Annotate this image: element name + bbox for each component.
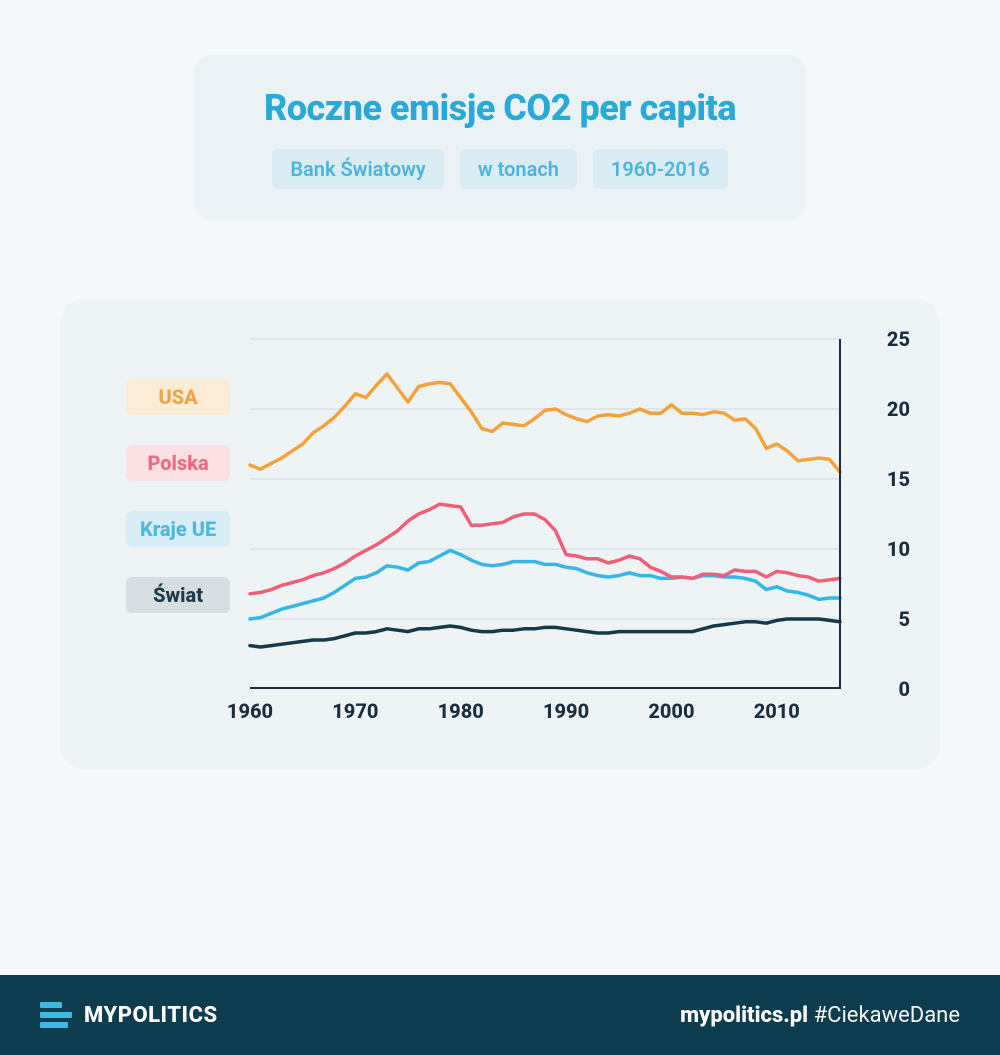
- legend: USA Polska Kraje UE Świat: [126, 379, 230, 613]
- series-line-kraje-ue: [250, 550, 840, 619]
- footer-credit: mypolitics.pl #CiekaweDane: [680, 1003, 960, 1028]
- legend-item-kraje-ue: Kraje UE: [126, 511, 230, 547]
- x-tick: 1960: [227, 699, 273, 723]
- y-axis-line: [839, 339, 841, 689]
- plot-area: [250, 339, 840, 689]
- footer-bar: MYPOLITICS mypolitics.pl #CiekaweDane: [0, 975, 1000, 1055]
- footer-url: mypolitics.pl: [680, 1003, 808, 1028]
- y-tick: 5: [898, 607, 910, 631]
- legend-item-świat: Świat: [126, 577, 230, 613]
- chart-card: USA Polska Kraje UE Świat 0 5 10 15 20 25 1960 19…: [60, 299, 940, 769]
- x-tick: 2000: [648, 699, 694, 723]
- y-tick: 0: [898, 677, 910, 701]
- x-tick: 2010: [754, 699, 800, 723]
- x-axis-line: [250, 687, 840, 689]
- tag-range: 1960-2016: [593, 149, 728, 189]
- legend-item-usa: USA: [126, 379, 230, 415]
- tag-unit: w tonach: [460, 149, 577, 189]
- chart-title: Roczne emisje CO2 per capita: [231, 87, 769, 129]
- x-tick: 1970: [332, 699, 378, 723]
- legend-item-polska: Polska: [126, 445, 230, 481]
- x-tick: 1990: [543, 699, 589, 723]
- logo-text: MYPOLITICS: [84, 1003, 218, 1028]
- y-tick: 25: [887, 327, 910, 351]
- logo: MYPOLITICS: [40, 1002, 218, 1028]
- header-tags: Bank Światowy w tonach 1960-2016: [231, 149, 769, 189]
- y-tick: 15: [887, 467, 910, 491]
- header-card: Roczne emisje CO2 per capita Bank Świato…: [195, 55, 805, 219]
- y-tick: 20: [887, 397, 910, 421]
- footer-hashtag: #CiekaweDane: [814, 1003, 960, 1028]
- x-tick: 1980: [438, 699, 484, 723]
- series-line-świat: [250, 619, 840, 647]
- y-tick: 10: [887, 537, 910, 561]
- series-line-usa: [250, 374, 840, 472]
- logo-mark-icon: [40, 1002, 72, 1028]
- tag-source: Bank Światowy: [272, 149, 444, 189]
